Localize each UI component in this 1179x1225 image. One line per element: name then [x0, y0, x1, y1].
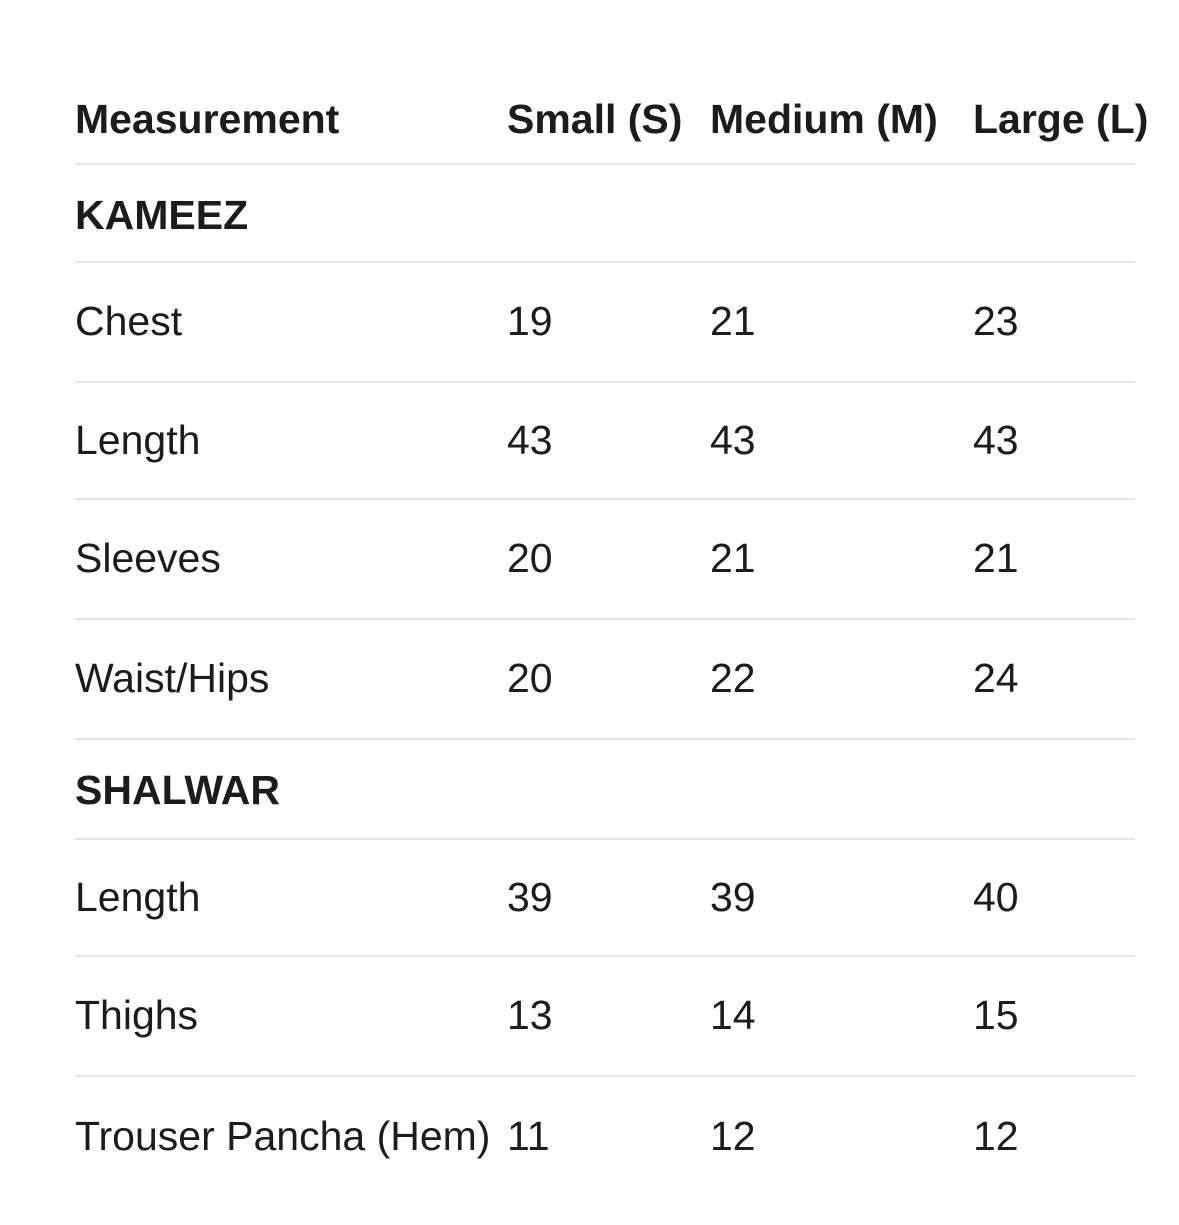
cell-small: 11	[507, 1113, 550, 1160]
table-row-waist-hips: Waist/Hips 20 22 24	[75, 620, 1135, 740]
table-row-thighs: Thighs 13 14 15	[75, 957, 1135, 1077]
table-row-shalwar-length: Length 39 39 40	[75, 840, 1135, 957]
section-title: SHALWAR	[75, 767, 280, 814]
cell-medium: 12	[710, 1113, 756, 1160]
cell-small: 13	[507, 992, 553, 1039]
section-header-kameez: KAMEEZ	[75, 165, 1135, 263]
cell-medium: 14	[710, 992, 756, 1039]
cell-large: 15	[973, 992, 1019, 1039]
cell-small: 20	[507, 535, 553, 582]
cell-large: 40	[973, 873, 1019, 920]
row-label: Trouser Pancha (Hem)	[75, 1113, 491, 1160]
row-label: Chest	[75, 298, 183, 345]
cell-small: 39	[507, 873, 553, 920]
table-row-trouser-pancha: Trouser Pancha (Hem) 11 12 12	[75, 1077, 1135, 1197]
column-header-measurement: Measurement	[75, 95, 340, 142]
cell-large: 21	[973, 535, 1019, 582]
table-row-kameez-length: Length 43 43 43	[75, 383, 1135, 500]
row-label: Length	[75, 416, 201, 463]
cell-medium: 39	[710, 873, 756, 920]
table-row-chest: Chest 19 21 23	[75, 263, 1135, 383]
cell-medium: 21	[710, 298, 756, 345]
row-label: Sleeves	[75, 535, 221, 582]
cell-large: 23	[973, 298, 1019, 345]
cell-small: 20	[507, 655, 553, 702]
cell-medium: 22	[710, 655, 756, 702]
cell-medium: 43	[710, 416, 756, 463]
section-title: KAMEEZ	[75, 192, 249, 239]
column-header-large: Large (L)	[973, 95, 1149, 142]
row-label: Waist/Hips	[75, 655, 270, 702]
column-header-small: Small (S)	[507, 95, 683, 142]
table-header-row: Measurement Small (S) Medium (M) Large (…	[75, 0, 1149, 165]
cell-large: 12	[973, 1113, 1019, 1160]
cell-large: 43	[973, 416, 1019, 463]
cell-small: 19	[507, 298, 553, 345]
cell-medium: 21	[710, 535, 756, 582]
size-chart-table: Measurement Small (S) Medium (M) Large (…	[75, 0, 1149, 1197]
section-header-shalwar: SHALWAR	[75, 740, 1135, 840]
row-label: Length	[75, 873, 201, 920]
cell-large: 24	[973, 655, 1019, 702]
row-label: Thighs	[75, 992, 199, 1039]
table-row-sleeves: Sleeves 20 21 21	[75, 500, 1135, 620]
cell-small: 43	[507, 416, 553, 463]
column-header-medium: Medium (M)	[710, 95, 938, 142]
